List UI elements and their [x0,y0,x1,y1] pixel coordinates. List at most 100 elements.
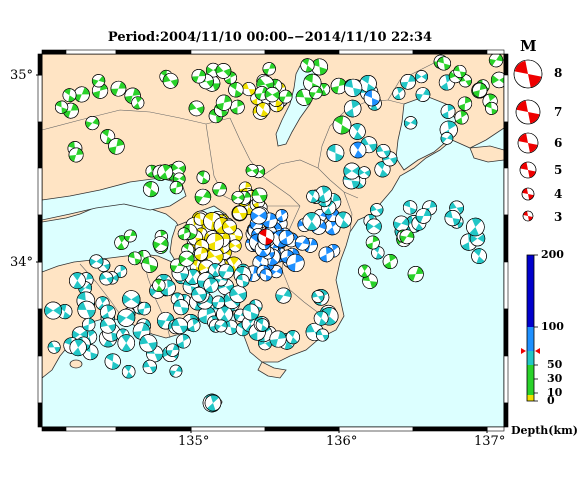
earthquake-beachball [309,86,323,100]
earthquake-beachball [99,317,117,334]
earthquake-beachball [110,80,127,97]
earthquake-beachball [315,328,330,342]
lat-label-34: 34° [10,255,34,270]
ise-bay [395,95,457,171]
earthquake-markers [44,54,504,413]
earthquake-beachball [415,70,429,84]
earthquake-beachball [343,162,361,180]
lon-label-135: 135° [178,434,210,449]
magnitude-legend-ball [515,99,541,125]
mag-label-7: 7 [554,105,563,119]
earthquake-beachball [169,181,183,195]
earthquake-beachball [69,338,87,357]
earthquake-beachball [104,353,121,370]
mag-label-5: 5 [554,163,563,177]
magnitude-legend-title: M [520,37,537,55]
depth-legend-title: Depth(km) [511,424,578,437]
earthquake-beachball [255,318,270,332]
earthquake-beachball [194,188,212,206]
earthquake-beachball [275,287,292,304]
earthquake-beachball [131,96,145,110]
magnitude-legend-ball [519,161,537,179]
earthquake-beachball [216,305,233,323]
earthquake-beachball [215,63,232,79]
earthquake-beachball [232,205,248,221]
earthquake-beachball [269,265,283,279]
earthquake-beachball [47,340,61,354]
earthquake-beachball [85,116,100,131]
earthquake-beachball [311,290,325,303]
earthquake-beachball [472,82,488,98]
earthquake-beachball [230,99,245,115]
earthquake-beachball [371,246,385,260]
land-atsumi [469,145,504,163]
earthquake-beachball [343,99,362,118]
earthquake-beachball [82,317,96,332]
earthquake-beachball [236,273,250,288]
earthquake-beachball [123,229,137,243]
lon-label-136: 136° [326,434,358,449]
earthquake-beachball [251,187,268,204]
island-small [69,359,83,369]
earthquake-beachball [242,303,260,321]
earthquake-beachball [306,189,320,204]
earthquake-beachball [122,290,141,309]
earthquake-beachball [313,310,329,326]
earthquake-beachball [69,272,86,290]
earthquake-beachball [196,170,211,185]
earthquake-beachball [349,123,366,140]
earthquake-beachball [208,263,223,278]
earthquake-beachball [366,218,382,235]
earthquake-beachball [245,163,259,177]
earthquake-beachball [357,166,371,180]
earthquake-beachball [139,334,158,353]
earthquake-beachball [454,110,469,125]
mag-label-6: 6 [554,136,563,150]
earthquake-beachball [169,364,183,378]
earthquake-beachball [137,301,152,316]
earthquake-beachball [415,87,431,102]
magnitude-legend-ball [513,59,543,89]
earthquake-beachball [264,87,280,103]
earthquake-beachball [178,250,195,267]
earthquake-beachball [229,285,247,303]
earthquake-beachball [488,54,504,68]
earthquake-beachball [300,58,315,73]
earthquake-beachball [453,64,467,79]
earthquake-beachball [344,78,363,97]
earthquake-beachball [62,88,77,103]
earthquake-beachball [117,334,136,352]
earthquake-beachball [191,286,207,303]
earthquake-beachball [294,235,310,251]
earthquake-beachball [214,319,228,333]
depth-tick-30: 30 [547,372,563,385]
earthquake-beachball [171,317,189,335]
earthquake-beachball [400,74,416,90]
earthquake-beachball [326,144,345,162]
earthquake-beachball [358,264,372,278]
earthquake-beachball [211,295,226,309]
depth-tick-200: 200 [541,248,564,261]
mag-label-3: 3 [554,210,563,224]
earthquake-beachball [440,132,454,145]
magnitude-legend-ball [521,187,535,201]
earthquake-beachball [54,100,69,114]
depth-tick-50: 50 [547,358,563,371]
earthquake-beachball [44,301,63,320]
earthquake-beachball [177,227,191,241]
earthquake-beachball [162,72,179,89]
earthquake-beachball [302,212,322,231]
earthquake-beachball [376,144,391,159]
earthquake-beachball [286,253,305,273]
axis-tick-marks [36,74,488,433]
earthquake-beachball [215,94,233,111]
earthquake-beachball [363,89,381,107]
earthquake-beachball [152,236,169,252]
earthquake-beachball [89,254,104,269]
earthquake-beachball [402,200,418,215]
earthquake-beachball [91,74,106,88]
earthquake-beachball [407,266,424,283]
earthquake-beachball [332,115,352,135]
magnitude-legend [513,59,543,222]
